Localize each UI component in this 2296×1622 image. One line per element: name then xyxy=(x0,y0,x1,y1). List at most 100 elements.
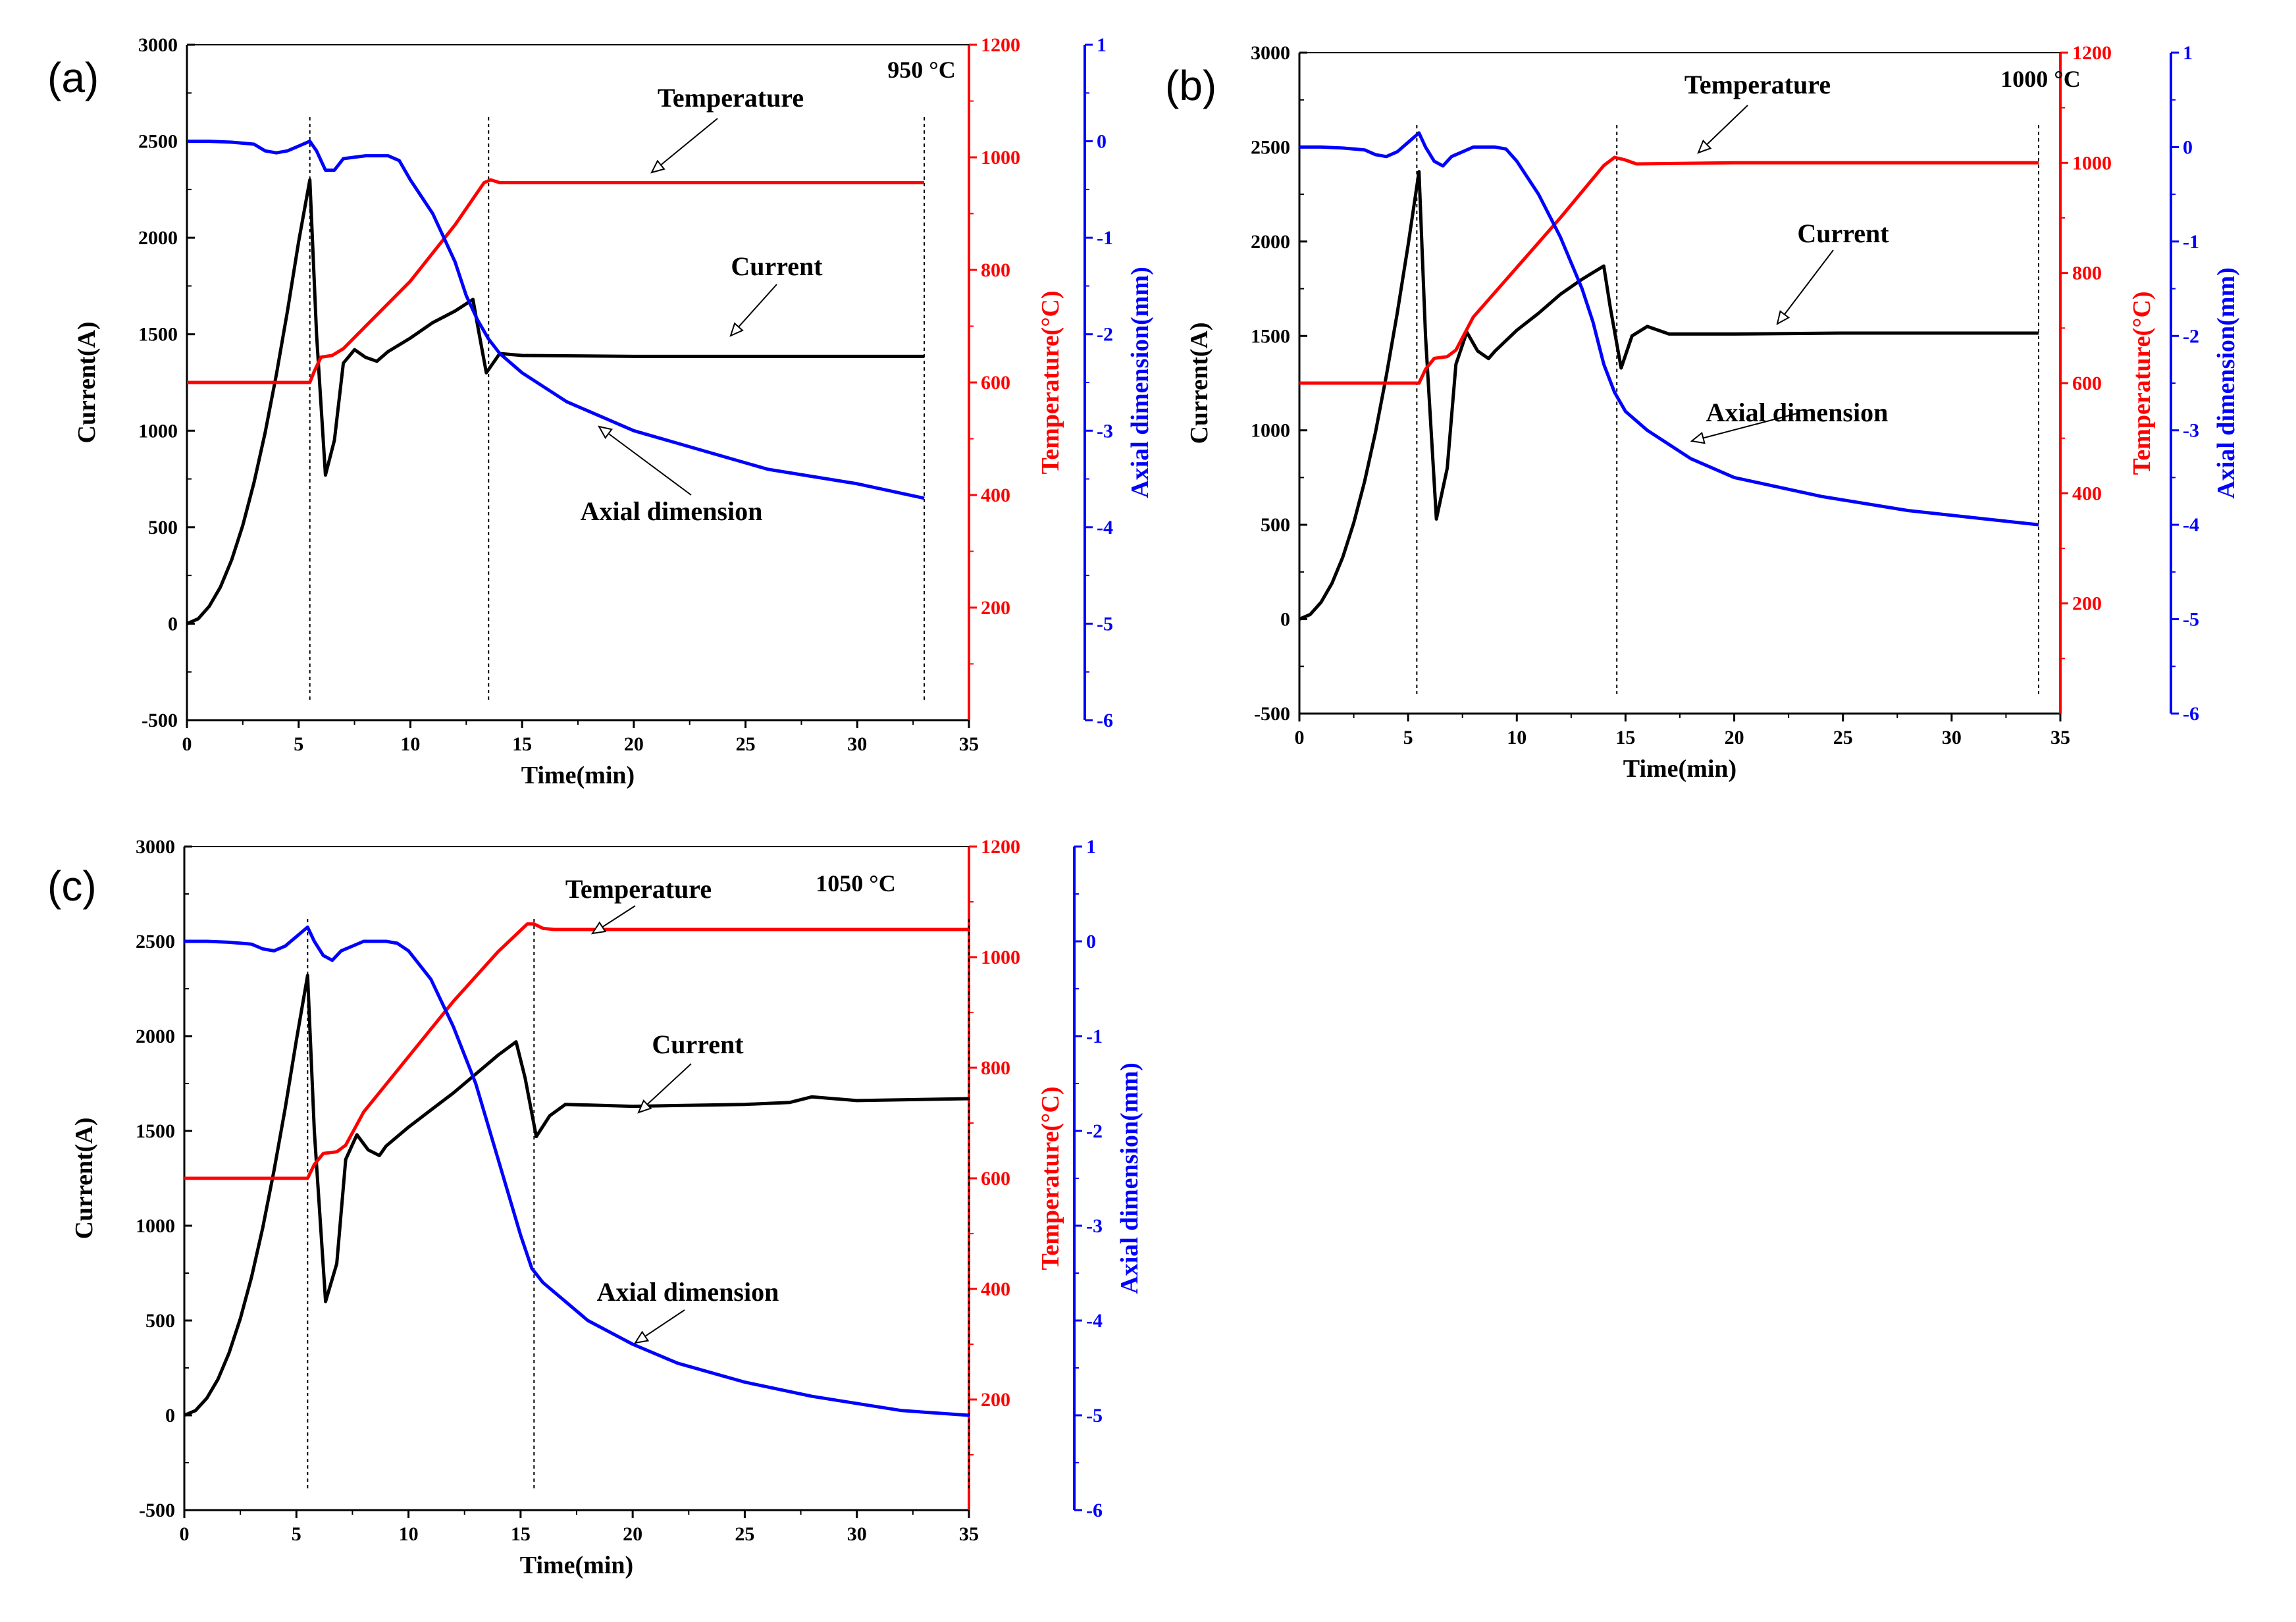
current-tick-label: 3000 xyxy=(1251,42,1290,64)
time-tick-label: 30 xyxy=(1942,727,1962,748)
current-tick-label: 1000 xyxy=(138,420,178,442)
axial-tick-label: -3 xyxy=(2183,420,2199,442)
time-axis-title: Time(min) xyxy=(1623,755,1736,783)
temperature-tick-label: 200 xyxy=(981,597,1010,619)
current-tick-label: 2000 xyxy=(136,1026,175,1047)
time-tick-label: 10 xyxy=(1507,727,1526,748)
current-tick-label: 1000 xyxy=(136,1215,175,1237)
current-tick-label: 500 xyxy=(1261,514,1290,536)
current-tick-label: -500 xyxy=(139,1500,175,1521)
time-tick-label: 35 xyxy=(2050,727,2070,748)
temperature-tick-label: 400 xyxy=(981,484,1010,506)
temperature-tick-label: 1000 xyxy=(981,147,1020,169)
time-tick-label: 0 xyxy=(182,733,192,755)
axial-tick-label: -1 xyxy=(2183,231,2199,253)
temperature-tick-label: 1000 xyxy=(2072,152,2112,174)
temperature-tick-label: 200 xyxy=(2072,593,2102,615)
current-tick-label: -500 xyxy=(1254,703,1290,725)
axial-tick-label: -6 xyxy=(2183,703,2199,725)
current-tick-label: 2000 xyxy=(138,227,178,249)
current-tick-label: 1500 xyxy=(138,324,178,346)
time-axis-title: Time(min) xyxy=(521,762,635,789)
axial-tick-label: -5 xyxy=(1086,1405,1103,1426)
axial-annotation: Axial dimension xyxy=(597,1277,779,1307)
temperature-tick-label: 800 xyxy=(981,259,1010,281)
temperature-tick-label: 800 xyxy=(981,1057,1010,1079)
temperature-axis-title: Temperature(°C) xyxy=(1037,1086,1064,1270)
time-tick-label: 25 xyxy=(735,1523,754,1545)
time-tick-label: 20 xyxy=(624,733,644,755)
time-tick-label: 30 xyxy=(847,733,867,755)
current-annotation-arrow-head xyxy=(729,322,744,337)
time-tick-label: 35 xyxy=(959,733,979,755)
temperature-annotation: Temperature xyxy=(1684,70,1831,99)
time-tick-label: 25 xyxy=(1833,727,1853,748)
time-tick-label: 5 xyxy=(292,1523,301,1545)
axial-tick-label: 1 xyxy=(2183,42,2193,64)
time-tick-label: 15 xyxy=(1615,727,1635,748)
axial-tick-label: -5 xyxy=(1097,613,1113,635)
axial-tick-label: -4 xyxy=(2183,514,2199,536)
temperature-tick-label: 600 xyxy=(981,372,1010,394)
current-annotation-arrow-line xyxy=(1777,249,1834,325)
time-tick-label: 15 xyxy=(512,733,532,755)
current-annotation: Current xyxy=(1797,219,1889,248)
temperature-line xyxy=(184,922,969,1180)
axial-annotation-arrow-head xyxy=(1690,431,1706,444)
current-tick-label: 3000 xyxy=(136,836,175,858)
temperature-tick-label: 1200 xyxy=(981,836,1020,858)
axial-annotation-arrow-line xyxy=(598,426,692,496)
current-tick-label: -500 xyxy=(142,710,178,731)
axial-tick-label: -2 xyxy=(2183,325,2199,347)
current-axis-title: Current(A) xyxy=(73,321,101,443)
time-tick-label: 10 xyxy=(399,1523,419,1545)
temperature-tick-label: 200 xyxy=(981,1389,1010,1411)
time-tick-label: 20 xyxy=(1725,727,1744,748)
axial-tick-label: -6 xyxy=(1086,1500,1103,1521)
panel-label: (b) xyxy=(1165,62,1216,109)
panel-label: (c) xyxy=(47,862,97,910)
temperature-line xyxy=(187,178,925,384)
axial-annotation-arrow-head xyxy=(633,1330,650,1344)
axial-dimension-line xyxy=(1299,131,2039,527)
current-tick-label: 0 xyxy=(168,613,178,635)
temperature-tick-label: 400 xyxy=(981,1278,1010,1300)
current-annotation: Current xyxy=(731,251,823,281)
axial-annotation: Axial dimension xyxy=(1706,398,1889,427)
axial-tick-label: -6 xyxy=(1097,710,1113,731)
temperature-annotation-arrow-head xyxy=(650,159,665,174)
time-tick-label: 20 xyxy=(623,1523,642,1545)
time-axis-title: Time(min) xyxy=(520,1552,633,1579)
axial-dimension-line xyxy=(187,140,925,500)
axial-tick-label: -5 xyxy=(2183,609,2199,631)
temperature-tick-label: 1000 xyxy=(981,947,1020,968)
axial-dimension-line xyxy=(184,925,970,1417)
current-tick-label: 2500 xyxy=(138,131,178,153)
axial-axis-title: Axial dimension(mm) xyxy=(1116,1062,1143,1294)
panel-label: (a) xyxy=(47,54,99,101)
time-tick-label: 25 xyxy=(736,733,756,755)
axial-annotation-arrow-head xyxy=(598,425,613,439)
current-line xyxy=(184,974,970,1417)
temperature-condition-label: 1000 °C xyxy=(2000,66,2080,92)
current-tick-label: 2500 xyxy=(1251,136,1290,158)
axial-tick-label: -2 xyxy=(1097,324,1113,346)
axial-tick-label: -3 xyxy=(1097,420,1113,442)
axial-tick-label: -1 xyxy=(1097,227,1113,249)
current-tick-label: 2000 xyxy=(1251,231,1290,253)
temperature-annotation-arrow-head xyxy=(1697,139,1712,154)
axial-tick-label: -4 xyxy=(1097,517,1113,538)
time-tick-label: 0 xyxy=(1295,727,1305,748)
time-tick-label: 10 xyxy=(400,733,420,755)
current-line xyxy=(1299,170,2039,621)
temperature-line xyxy=(1299,155,2039,385)
temperature-tick-label: 400 xyxy=(2072,483,2102,504)
temperature-axis-title: Temperature(°C) xyxy=(2128,291,2156,475)
current-tick-label: 2500 xyxy=(136,931,175,953)
temperature-condition-label: 950 °C xyxy=(887,57,955,83)
current-annotation: Current xyxy=(652,1030,744,1059)
